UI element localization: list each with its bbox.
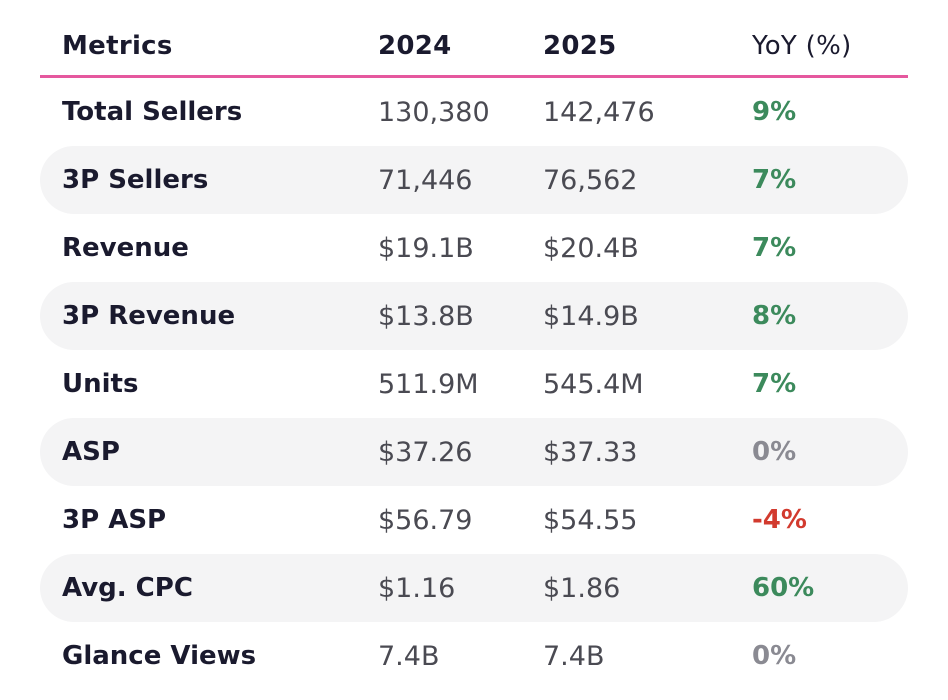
- yoy-value: 8%: [752, 301, 797, 331]
- table-row: 3P Revenue $13.8B $14.9B 8%: [40, 282, 908, 350]
- value-2024: $37.26: [378, 436, 473, 468]
- metric-label: Glance Views: [62, 641, 257, 671]
- value-2025: 142,476: [543, 96, 655, 128]
- metric-label: 3P ASP: [62, 505, 167, 535]
- table-row: ASP $37.26 $37.33 0%: [40, 418, 908, 486]
- header-metrics: Metrics: [62, 30, 173, 61]
- yoy-value: 7%: [752, 233, 797, 263]
- table-row: 3P Sellers 71,446 76,562 7%: [40, 146, 908, 214]
- value-2024: $56.79: [378, 504, 473, 536]
- value-2025: 76,562: [543, 164, 638, 196]
- value-2024: 7.4B: [378, 640, 440, 672]
- value-2024: $1.16: [378, 572, 456, 604]
- yoy-value: 7%: [752, 165, 797, 195]
- table-row: Total Sellers 130,380 142,476 9%: [40, 78, 908, 146]
- metric-label: Units: [62, 369, 139, 399]
- metric-label: ASP: [62, 437, 120, 467]
- yoy-value: -4%: [752, 505, 807, 535]
- header-2024: 2024: [378, 30, 452, 61]
- header-2025: 2025: [543, 30, 617, 61]
- value-2024: 71,446: [378, 164, 473, 196]
- table-row: Glance Views 7.4B 7.4B 0%: [40, 622, 908, 690]
- metric-label: Total Sellers: [62, 97, 243, 127]
- metrics-table: Metrics 2024 2025 YoY (%) Total Sellers …: [40, 16, 908, 690]
- value-2025: $37.33: [543, 436, 638, 468]
- value-2025: $54.55: [543, 504, 638, 536]
- yoy-value: 9%: [752, 97, 797, 127]
- table-row: Avg. CPC $1.16 $1.86 60%: [40, 554, 908, 622]
- metric-label: 3P Revenue: [62, 301, 236, 331]
- metric-label: 3P Sellers: [62, 165, 209, 195]
- table-row: 3P ASP $56.79 $54.55 -4%: [40, 486, 908, 554]
- value-2024: 130,380: [378, 96, 490, 128]
- table-row: Revenue $19.1B $20.4B 7%: [40, 214, 908, 282]
- table-header: Metrics 2024 2025 YoY (%): [40, 16, 908, 78]
- table-row: Units 511.9M 545.4M 7%: [40, 350, 908, 418]
- value-2024: 511.9M: [378, 368, 479, 400]
- yoy-value: 7%: [752, 369, 797, 399]
- header-yoy: YoY (%): [752, 30, 852, 61]
- value-2024: $19.1B: [378, 232, 474, 264]
- value-2025: 7.4B: [543, 640, 605, 672]
- value-2024: $13.8B: [378, 300, 474, 332]
- yoy-value: 0%: [752, 437, 797, 467]
- value-2025: $14.9B: [543, 300, 639, 332]
- value-2025: 545.4M: [543, 368, 644, 400]
- value-2025: $20.4B: [543, 232, 639, 264]
- value-2025: $1.86: [543, 572, 621, 604]
- yoy-value: 60%: [752, 573, 815, 603]
- yoy-value: 0%: [752, 641, 797, 671]
- metric-label: Revenue: [62, 233, 189, 263]
- table-body: Total Sellers 130,380 142,476 9% 3P Sell…: [40, 78, 908, 690]
- metric-label: Avg. CPC: [62, 573, 193, 603]
